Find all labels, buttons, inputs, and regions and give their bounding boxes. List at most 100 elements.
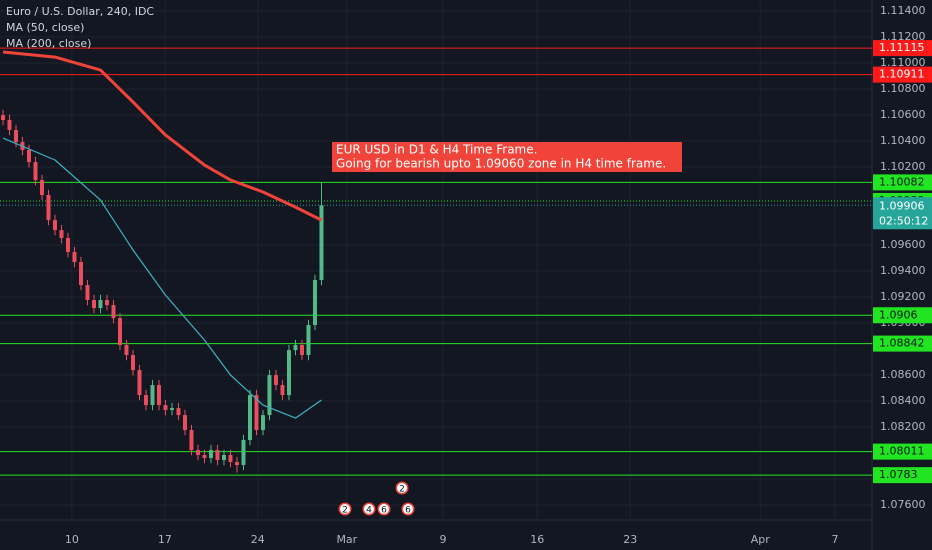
candle-body [254,395,259,431]
annotation-box [332,142,682,172]
candle-body [13,130,18,143]
candle-body [98,300,103,309]
level-label: 1.10911 [879,68,925,81]
candle-body [150,385,155,406]
y-tick-label: 1.11200 [880,30,926,43]
candle-body [241,440,246,466]
candle-body [91,300,96,309]
candle-body [293,345,298,351]
candle-body [33,162,38,181]
candle-body [306,325,311,356]
candle-body [111,305,116,319]
candle-body [59,230,64,239]
candle-body [195,450,200,455]
candle-body [247,395,252,441]
candle-body [0,115,5,120]
countdown: 02:50:12 [879,214,928,227]
level-label: 1.10082 [879,175,925,188]
candle-body [7,119,12,130]
candle-body [52,220,57,231]
y-tick-label: 1.09400 [880,264,926,277]
candle-body [189,430,194,451]
x-tick-label: Mar [336,533,357,546]
x-tick-label: 7 [831,533,838,546]
indicator-label: MA (50, close) [6,21,84,34]
x-tick-label: 10 [65,533,79,546]
level-label-bg [873,174,932,191]
candle-body [228,455,233,463]
x-tick-label: 17 [158,533,172,546]
level-label: 1.0906 [879,308,918,321]
candle-body [221,455,226,461]
candle-body [163,405,168,411]
candle-body [104,300,109,306]
level-label: 1.0783 [879,468,918,481]
candle-body [169,408,174,411]
event-count: 6 [381,506,387,516]
candle-body [137,370,142,396]
candle-body [202,455,207,458]
moving-average-line [2,50,323,222]
candle-body [215,450,220,461]
y-tick-label: 1.11000 [880,56,926,69]
y-tick-label: 1.10400 [880,134,926,147]
level-label-bg [873,40,932,57]
event-count: 4 [366,506,372,516]
candle-body [182,415,187,431]
level-label-bg [873,307,932,324]
price-label: 1.09906 [879,199,925,212]
candle-body [280,385,285,396]
candle-body [286,350,291,396]
x-tick-label: 16 [530,533,544,546]
chart-title: Euro / U.S. Dollar, 240, IDC [6,5,154,18]
level-label-bg [873,66,932,83]
y-tick-label: 1.08200 [880,420,926,433]
candle-body [117,318,122,346]
y-tick-label: 1.11400 [880,4,926,17]
y-tick-label: 1.10600 [880,108,926,121]
event-count: 2 [399,485,405,495]
event-count: 2 [342,506,348,516]
event-marker-inner [397,483,407,493]
candle-body [46,195,51,221]
level-label: 1.08842 [879,337,925,350]
level-label-bg [873,443,932,460]
y-tick-label: 1.10800 [880,82,926,95]
annotation-text: EUR USD in D1 & H4 Time Frame. [336,143,537,157]
candle-body [72,252,77,263]
x-tick-label: 9 [440,533,447,546]
candle-body [143,395,148,406]
candle-body [156,385,161,406]
candle-body [208,450,213,458]
candle-body [39,180,44,195]
event-marker-inner [364,504,374,514]
y-tick-label: 1.08600 [880,368,926,381]
y-tick-label: 1.09200 [880,290,926,303]
y-tick-label: 1.07600 [880,498,926,511]
annotation-text: Going for bearish upto 1.09060 zone in H… [336,157,666,171]
event-count: 6 [405,506,411,516]
price-label-bg [873,197,932,230]
x-tick-label: 23 [623,533,637,546]
candle-body [273,375,278,386]
event-marker-inner [403,504,413,514]
candle-body [26,150,31,163]
candle-body [312,280,317,325]
event-marker-inner [340,504,350,514]
candle-body [234,462,239,466]
level-label-bg [873,335,932,352]
candle-body [319,205,324,281]
candle-body [267,375,272,416]
y-tick-label: 1.10200 [880,160,926,173]
level-label: 1.11115 [879,41,925,54]
candle-body [78,262,83,286]
x-tick-label: 24 [251,533,265,546]
x-tick-label: Apr [751,533,771,546]
candle-body [130,355,135,371]
y-tick-label: 1.08400 [880,394,926,407]
candle-body [176,408,181,416]
indicator-label: MA (200, close) [6,37,91,50]
moving-average-line [2,137,322,419]
